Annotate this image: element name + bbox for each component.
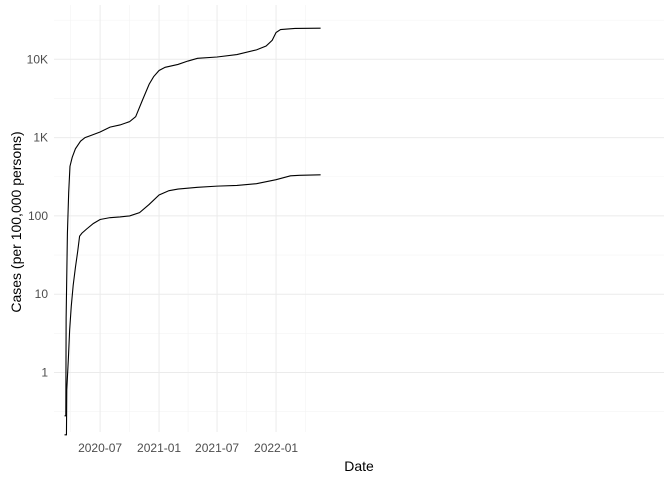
series-line-2 <box>64 174 321 436</box>
y-tick-label: 10 <box>35 287 49 301</box>
series-layer <box>64 27 321 436</box>
y-tick-label: 10K <box>27 52 48 66</box>
x-tick-label: 2021-07 <box>195 441 239 455</box>
x-axis-ticks: 2020-07 2021-01 2021-07 2022-01 <box>78 441 298 455</box>
major-gridlines <box>54 5 664 432</box>
y-tick-label: 1 <box>41 366 48 380</box>
x-tick-label: 2022-01 <box>254 441 298 455</box>
x-axis-title: Date <box>344 458 374 474</box>
y-axis-ticks: 1 10 100 1K 10K <box>27 52 49 379</box>
minor-gridlines <box>54 5 664 432</box>
y-axis-title: Cases (per 100,000 persons) <box>8 131 24 312</box>
series-line-1 <box>64 27 321 417</box>
x-tick-label: 2021-01 <box>137 441 181 455</box>
y-tick-label: 100 <box>28 209 48 223</box>
x-tick-label: 2020-07 <box>78 441 122 455</box>
y-tick-label: 1K <box>33 131 48 145</box>
